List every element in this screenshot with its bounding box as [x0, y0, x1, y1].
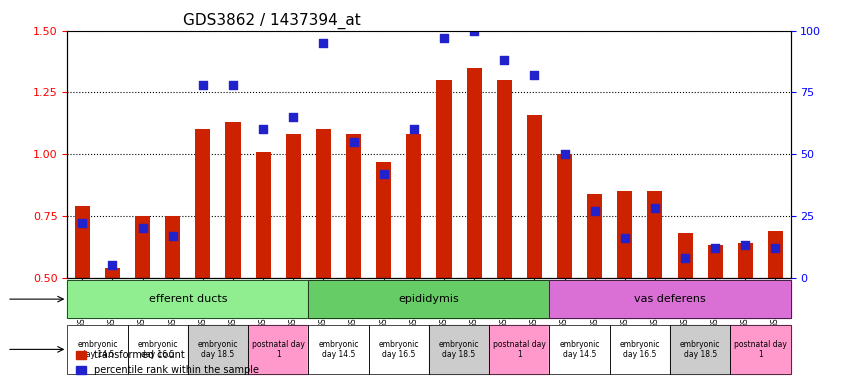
Point: [317, 40, 331, 46]
Bar: [316, 129, 331, 278]
Bar: [128, 325, 188, 374]
Bar: [549, 325, 610, 374]
Bar: [286, 134, 301, 278]
Text: embryonic
day 16.5: embryonic day 16.5: [620, 340, 660, 359]
Text: GDS3862 / 1437394_at: GDS3862 / 1437394_at: [183, 13, 361, 29]
Text: vas deferens: vas deferens: [634, 294, 706, 304]
Bar: [497, 80, 512, 278]
Text: postnatal day
1: postnatal day 1: [493, 340, 546, 359]
Point: [648, 205, 662, 212]
Bar: [67, 325, 128, 374]
Point: [136, 225, 150, 231]
Point: [257, 126, 270, 132]
Point: [377, 171, 390, 177]
Bar: [309, 325, 368, 374]
Point: [527, 72, 541, 78]
Bar: [610, 325, 670, 374]
Bar: [738, 243, 753, 278]
Text: embryonic
day 18.5: embryonic day 18.5: [680, 340, 721, 359]
Bar: [489, 325, 549, 374]
Point: [738, 242, 752, 248]
Point: [498, 57, 511, 63]
Point: [76, 220, 89, 226]
Bar: [549, 280, 791, 318]
Point: [196, 82, 209, 88]
Bar: [248, 325, 309, 374]
Bar: [67, 280, 309, 318]
Bar: [436, 80, 452, 278]
Bar: [406, 134, 421, 278]
Bar: [75, 206, 90, 278]
Point: [226, 82, 240, 88]
Bar: [768, 231, 783, 278]
Bar: [225, 122, 241, 278]
Bar: [67, 280, 309, 318]
Bar: [256, 152, 271, 278]
Bar: [670, 325, 730, 374]
Point: [769, 245, 782, 251]
Point: [437, 35, 451, 41]
Bar: [678, 233, 693, 278]
Bar: [429, 325, 489, 374]
Bar: [67, 325, 128, 374]
Point: [708, 245, 722, 251]
Text: embryonic
day 18.5: embryonic day 18.5: [198, 340, 238, 359]
Bar: [707, 245, 722, 278]
Bar: [188, 325, 248, 374]
Point: [407, 126, 420, 132]
Bar: [195, 129, 210, 278]
Bar: [309, 280, 549, 318]
Bar: [467, 68, 482, 278]
Bar: [368, 325, 429, 374]
Point: [588, 208, 601, 214]
Bar: [368, 325, 429, 374]
Bar: [587, 194, 602, 278]
Text: embryonic
day 14.5: embryonic day 14.5: [559, 340, 600, 359]
Text: embryonic
day 14.5: embryonic day 14.5: [318, 340, 359, 359]
Bar: [105, 268, 120, 278]
Point: [166, 233, 179, 239]
Bar: [489, 325, 549, 374]
Bar: [557, 154, 572, 278]
Bar: [730, 325, 791, 374]
Bar: [610, 325, 670, 374]
Bar: [549, 280, 791, 318]
Bar: [549, 325, 610, 374]
Bar: [429, 325, 489, 374]
Text: embryonic
day 18.5: embryonic day 18.5: [439, 340, 479, 359]
Point: [106, 262, 119, 268]
Point: [468, 28, 481, 34]
Bar: [730, 325, 791, 374]
Bar: [526, 115, 542, 278]
Bar: [670, 325, 730, 374]
Text: embryonic
day 16.5: embryonic day 16.5: [137, 340, 178, 359]
Bar: [376, 162, 391, 278]
Bar: [346, 134, 361, 278]
Point: [287, 114, 300, 120]
Text: epididymis: epididymis: [399, 294, 459, 304]
Bar: [248, 325, 309, 374]
Text: embryonic
day 14.5: embryonic day 14.5: [77, 340, 118, 359]
Bar: [648, 191, 663, 278]
Text: embryonic
day 16.5: embryonic day 16.5: [378, 340, 419, 359]
Point: [558, 151, 571, 157]
Legend: transformed count, percentile rank within the sample: transformed count, percentile rank withi…: [72, 346, 262, 379]
Point: [346, 139, 360, 145]
Text: efferent ducts: efferent ducts: [149, 294, 227, 304]
Bar: [617, 191, 632, 278]
Text: postnatal day
1: postnatal day 1: [251, 340, 304, 359]
Point: [679, 255, 692, 261]
Point: [618, 235, 632, 241]
Bar: [188, 325, 248, 374]
Bar: [309, 280, 549, 318]
Bar: [165, 216, 180, 278]
Bar: [135, 216, 151, 278]
Text: postnatal day
1: postnatal day 1: [734, 340, 787, 359]
Bar: [309, 325, 368, 374]
Bar: [128, 325, 188, 374]
